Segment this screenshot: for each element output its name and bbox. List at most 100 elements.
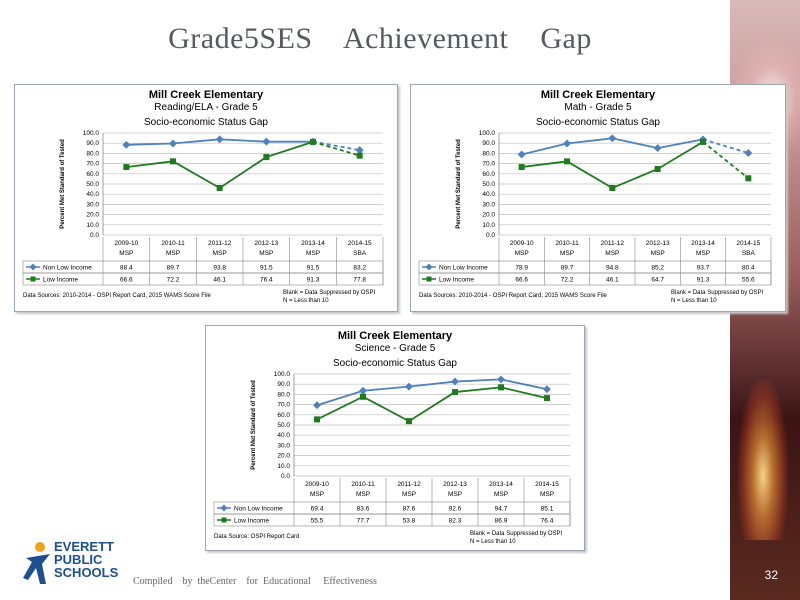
reading-chart-panel: Mill Creek Elementary Reading/ELA - Grade… bbox=[14, 84, 398, 312]
sample-size-note: N = Less than 10 bbox=[470, 539, 516, 545]
x-tick-test-label: MSP bbox=[310, 491, 324, 498]
non-low-income-point bbox=[215, 135, 224, 144]
x-tick-test-label: MSP bbox=[119, 250, 133, 257]
x-tick-label: 2009-10 bbox=[305, 481, 329, 488]
low-income-point bbox=[314, 416, 320, 423]
non-low-income-point bbox=[543, 385, 551, 394]
low-income-point bbox=[406, 418, 412, 425]
data-table-value: 91.3 bbox=[307, 277, 320, 284]
non-low-income-point bbox=[608, 134, 617, 143]
x-tick-test-label: MSP bbox=[259, 250, 273, 257]
y-tick-label: 30.0 bbox=[277, 442, 290, 449]
y-tick-label: 0.0 bbox=[281, 473, 290, 480]
x-tick-test-label: MSP bbox=[696, 250, 710, 257]
data-table-value: 85.2 bbox=[651, 265, 664, 272]
low-income-point bbox=[310, 138, 316, 145]
y-tick-label: 0.0 bbox=[90, 232, 99, 239]
x-tick-label: 2010-11 bbox=[161, 240, 185, 247]
logo-line-schools: SCHOOLS bbox=[54, 565, 119, 580]
chart-title: Mill Creek Elementary bbox=[541, 89, 656, 101]
y-tick-label: 90.0 bbox=[277, 381, 290, 388]
chart-subtitle-gap: Socio-economic Status Gap bbox=[333, 358, 457, 369]
low-income-point bbox=[123, 164, 130, 171]
data-table-value: 89.7 bbox=[167, 265, 180, 272]
data-table-value: 89.7 bbox=[561, 265, 574, 272]
data-table-value: 87.6 bbox=[403, 506, 416, 513]
x-tick-test-label: MSP bbox=[402, 491, 416, 498]
y-tick-label: 70.0 bbox=[482, 161, 495, 168]
y-tick-label: 40.0 bbox=[482, 191, 495, 198]
non-low-income-line bbox=[316, 378, 548, 407]
x-tick-label: 2009-10 bbox=[510, 240, 534, 247]
low-income-line bbox=[126, 141, 314, 190]
low-income-point bbox=[263, 154, 270, 161]
y-tick-label: 40.0 bbox=[86, 191, 99, 198]
x-tick-label: 2013-14 bbox=[489, 481, 513, 488]
y-tick-label: 30.0 bbox=[86, 201, 99, 208]
non-low-income-point bbox=[359, 386, 367, 395]
non-low-income-point bbox=[169, 139, 177, 148]
y-tick-label: 80.0 bbox=[277, 391, 290, 398]
low-income-point bbox=[452, 389, 458, 396]
data-source-note: Data Sources: 2010-2014 - OSPI Report Ca… bbox=[23, 293, 212, 299]
chart-subtitle-gap: Socio-economic Status Gap bbox=[536, 117, 660, 128]
x-tick-test-label: MSP bbox=[213, 250, 227, 257]
low-income-point bbox=[745, 175, 752, 182]
low-income-point bbox=[654, 166, 661, 173]
low-income-point bbox=[216, 184, 223, 191]
y-tick-label: 60.0 bbox=[277, 412, 290, 419]
data-table-value: 66.6 bbox=[515, 277, 528, 284]
data-table-value: 92.6 bbox=[449, 506, 462, 513]
chart-title: Mill Creek Elementary bbox=[338, 330, 453, 342]
legend-marker bbox=[426, 276, 432, 282]
x-tick-label: 2012-13 bbox=[254, 240, 278, 247]
legend-series-name: Low Income bbox=[439, 277, 474, 284]
non-low-income-dashed-segment bbox=[312, 140, 360, 152]
fireworks-flare-bottom bbox=[738, 380, 788, 540]
x-tick-label: 2009-10 bbox=[114, 240, 138, 247]
y-tick-label: 70.0 bbox=[277, 402, 290, 409]
x-tick-test-label: MSP bbox=[515, 250, 529, 257]
table-row bbox=[22, 272, 384, 286]
data-table-value: 86.9 bbox=[495, 518, 508, 525]
data-table-value: 93.7 bbox=[697, 265, 710, 272]
x-tick-label: 2011-12 bbox=[397, 481, 421, 488]
data-table-value: 94.7 bbox=[495, 506, 508, 513]
non-low-income-point bbox=[563, 139, 571, 148]
low-income-point bbox=[564, 158, 570, 165]
legend-series-name: Non Low Income bbox=[43, 265, 92, 272]
y-axis-label: Percent Met Standard of Tested bbox=[456, 139, 462, 229]
low-income-line bbox=[316, 386, 548, 423]
x-tick-label: 2014-15 bbox=[736, 240, 760, 247]
data-table-value: 64.7 bbox=[651, 277, 664, 284]
sample-size-note: N = Less than 10 bbox=[283, 298, 329, 304]
data-table-value: 78.9 bbox=[515, 265, 528, 272]
data-table-value: 83.6 bbox=[357, 506, 370, 513]
data-table-value: 83.2 bbox=[353, 265, 366, 272]
y-tick-label: 50.0 bbox=[277, 422, 290, 429]
y-tick-label: 30.0 bbox=[482, 201, 495, 208]
data-table-value: 46.1 bbox=[606, 277, 619, 284]
y-tick-label: 10.0 bbox=[277, 463, 290, 470]
y-tick-label: 70.0 bbox=[86, 161, 99, 168]
table-row bbox=[213, 513, 571, 527]
chart-subtitle: Science - Grade 5 bbox=[355, 343, 436, 354]
x-tick-test-label: MSP bbox=[605, 250, 619, 257]
x-tick-label: 2014-15 bbox=[535, 481, 559, 488]
x-tick-test-label: MSP bbox=[306, 250, 320, 257]
y-tick-label: 10.0 bbox=[86, 222, 99, 229]
x-tick-label: 2012-13 bbox=[646, 240, 670, 247]
data-table-value: 77.8 bbox=[353, 277, 366, 284]
non-low-income-point bbox=[262, 137, 271, 146]
low-income-point bbox=[356, 152, 363, 159]
low-income-dashed-segment bbox=[312, 141, 360, 157]
x-tick-label: 2012-13 bbox=[443, 481, 467, 488]
x-tick-test-label: MSP bbox=[494, 491, 508, 498]
low-income-dashed-segment bbox=[702, 141, 749, 179]
non-low-income-dashed-segment bbox=[702, 138, 749, 154]
y-tick-label: 100.0 bbox=[274, 371, 291, 378]
low-income-point bbox=[170, 158, 176, 165]
legend-marker bbox=[221, 517, 227, 523]
data-table-value: 80.4 bbox=[742, 265, 755, 272]
